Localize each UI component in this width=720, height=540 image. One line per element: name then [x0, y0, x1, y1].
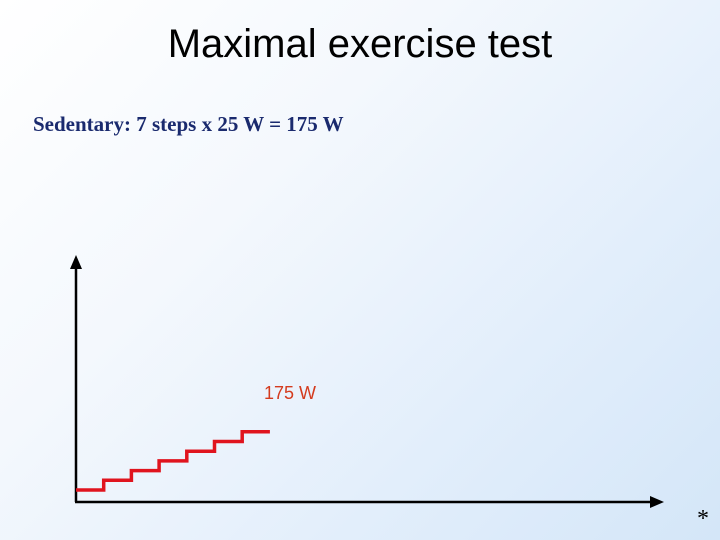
- workload-steps: [76, 430, 270, 492]
- protocol-group-label: Sedentary:: [33, 112, 131, 136]
- peak-workload-label: 175 W: [264, 383, 316, 403]
- footnote-asterisk: *: [697, 506, 709, 532]
- slide-title: Maximal exercise test: [167, 22, 553, 66]
- x-axis-arrow: [650, 496, 664, 508]
- protocol-description: Sedentary: 7 steps x 25 W = 175 W: [33, 112, 344, 137]
- staircase-line: [76, 430, 270, 492]
- protocol-formula: 7 steps x 25 W = 175 W: [136, 112, 344, 136]
- y-axis-arrow: [70, 255, 82, 269]
